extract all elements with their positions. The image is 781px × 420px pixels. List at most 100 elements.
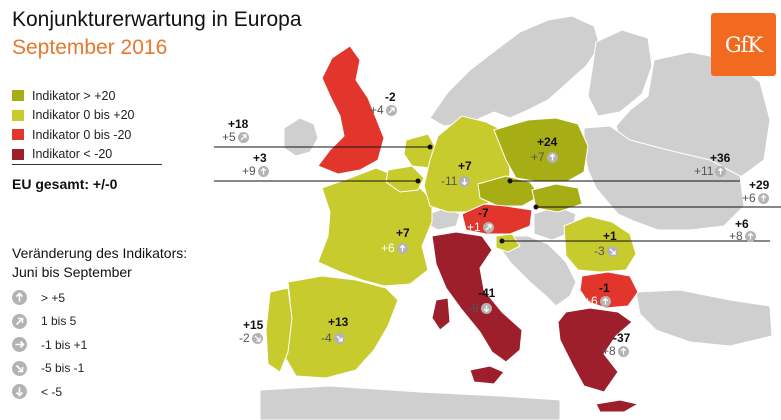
- change-slovenia: +8: [729, 229, 756, 243]
- arrow-down-icon: [459, 175, 471, 187]
- legend-label: Indikator > +20: [32, 88, 116, 103]
- change-italy-text: -9: [468, 301, 479, 315]
- arrow-down-icon: [12, 384, 27, 400]
- eu-total: EU gesamt: +/-0: [12, 176, 118, 192]
- arrow-up-icon: [744, 230, 756, 242]
- arrow-right-icon: [12, 337, 27, 353]
- scandinavia-shape: [429, 15, 601, 127]
- value-austria: -7: [478, 206, 489, 220]
- map-romania: [563, 215, 637, 273]
- change-legend-item: < -5: [12, 380, 87, 404]
- change-legend-title: Veränderung des Indikators: Juni bis Sep…: [12, 244, 187, 282]
- arrow-up-right-icon: [237, 131, 249, 143]
- arrow-up-right-icon: [385, 104, 397, 116]
- change-germany: -11: [441, 174, 471, 188]
- legend-swatch: [12, 90, 24, 102]
- legend-item: Indikator 0 bis -20: [12, 125, 162, 145]
- change-czech-text: +11: [694, 164, 714, 178]
- change-bulgaria: +6: [584, 294, 611, 308]
- change-poland: +7: [531, 150, 558, 164]
- change-czech: +11: [694, 164, 727, 178]
- ireland-shape: [283, 117, 319, 157]
- map-sicily: [469, 365, 505, 385]
- legend-item: Indikator < -20: [12, 145, 162, 165]
- change-slovenia-text: +8: [729, 229, 743, 243]
- change-slovakia: +6: [742, 191, 769, 205]
- map-crete: [595, 399, 640, 413]
- map-poland: [493, 117, 589, 183]
- leader-dot-belgium: [427, 144, 433, 150]
- change-legend-label: -5 bis -1: [41, 361, 85, 376]
- page-title: Konjunkturerwartung in Europa: [12, 8, 302, 31]
- belarus-ukraine-shape: [583, 125, 745, 231]
- legend-item: Indikator > +20: [12, 86, 162, 106]
- change-legend-label: < -5: [41, 384, 63, 399]
- change-portugal-text: -2: [239, 331, 250, 345]
- change-belgium: +5: [222, 130, 249, 144]
- change-legend-label: > +5: [41, 290, 66, 305]
- change-slovakia-text: +6: [742, 191, 756, 205]
- change-uk: +4: [370, 103, 397, 117]
- change-legend-title-line2: Juni bis September: [12, 264, 132, 280]
- arrow-up-icon: [546, 151, 558, 163]
- change-romania-text: -3: [594, 244, 605, 258]
- arrow-up-right-icon: [482, 221, 494, 233]
- map-portugal: [265, 287, 293, 373]
- legend-swatch: [12, 148, 24, 160]
- leader-dot-slovakia: [533, 204, 539, 210]
- legend-swatch: [12, 109, 24, 121]
- value-bulgaria: -1: [599, 281, 610, 295]
- change-bulgaria-text: +6: [584, 294, 598, 308]
- north-africa-shape: [259, 385, 561, 420]
- map-czech: [477, 175, 541, 207]
- change-netherlands-text: +9: [242, 164, 256, 178]
- arrow-up-icon: [257, 165, 269, 177]
- change-greece-text: +8: [602, 344, 616, 358]
- arrow-up-icon: [599, 295, 611, 307]
- change-greece: +8: [602, 344, 629, 358]
- map-austria: [461, 203, 533, 235]
- legend-divider: [12, 164, 162, 165]
- finland-shape: [587, 29, 653, 117]
- change-spain-text: -4: [321, 331, 332, 345]
- value-spain: +13: [328, 315, 349, 329]
- value-uk: -2: [385, 90, 396, 104]
- change-austria-text: +1: [467, 220, 481, 234]
- map-italy: [431, 231, 523, 363]
- change-legend-item: -5 bis -1: [12, 357, 87, 381]
- legend-item: Indikator 0 bis +20: [12, 106, 162, 126]
- arrow-down-right-icon: [12, 360, 27, 376]
- change-legend: > +5 1 bis 5 -1 bis +1 -5 bis -1 < -5: [12, 286, 87, 404]
- page-subtitle: September 2016: [12, 36, 168, 59]
- change-legend-title-line1: Veränderung des Indikators:: [12, 245, 188, 261]
- change-legend-label: 1 bis 5: [41, 314, 77, 329]
- map-uk: [317, 45, 385, 175]
- change-belgium-text: +5: [222, 130, 236, 144]
- arrow-down-right-icon: [333, 332, 345, 344]
- change-portugal: -2: [239, 331, 263, 345]
- legend-label: Indikator 0 bis +20: [32, 108, 135, 123]
- change-spain: -4: [321, 331, 345, 345]
- value-poland: +24: [537, 135, 558, 149]
- leader-dot-slovenia: [499, 238, 505, 244]
- change-austria: +1: [467, 220, 494, 234]
- map-greece: [557, 307, 633, 393]
- arrow-up-right-icon: [12, 313, 27, 329]
- arrow-up-icon: [757, 192, 769, 204]
- change-poland-text: +7: [531, 150, 545, 164]
- leader-dot-netherlands: [415, 178, 421, 184]
- logo-text: GfK: [724, 32, 763, 57]
- turkey-shape: [635, 289, 773, 347]
- change-france: +6: [381, 241, 408, 255]
- legend-label: Indikator < -20: [32, 147, 113, 162]
- map-sardinia: [431, 297, 451, 331]
- change-romania: -3: [594, 244, 618, 258]
- balkans-shape: [497, 235, 577, 307]
- map-bulgaria: [579, 271, 639, 309]
- change-netherlands: +9: [242, 164, 269, 178]
- value-slovakia: +29: [749, 178, 770, 192]
- change-legend-item: -1 bis +1: [12, 333, 87, 357]
- arrow-up-icon: [617, 345, 629, 357]
